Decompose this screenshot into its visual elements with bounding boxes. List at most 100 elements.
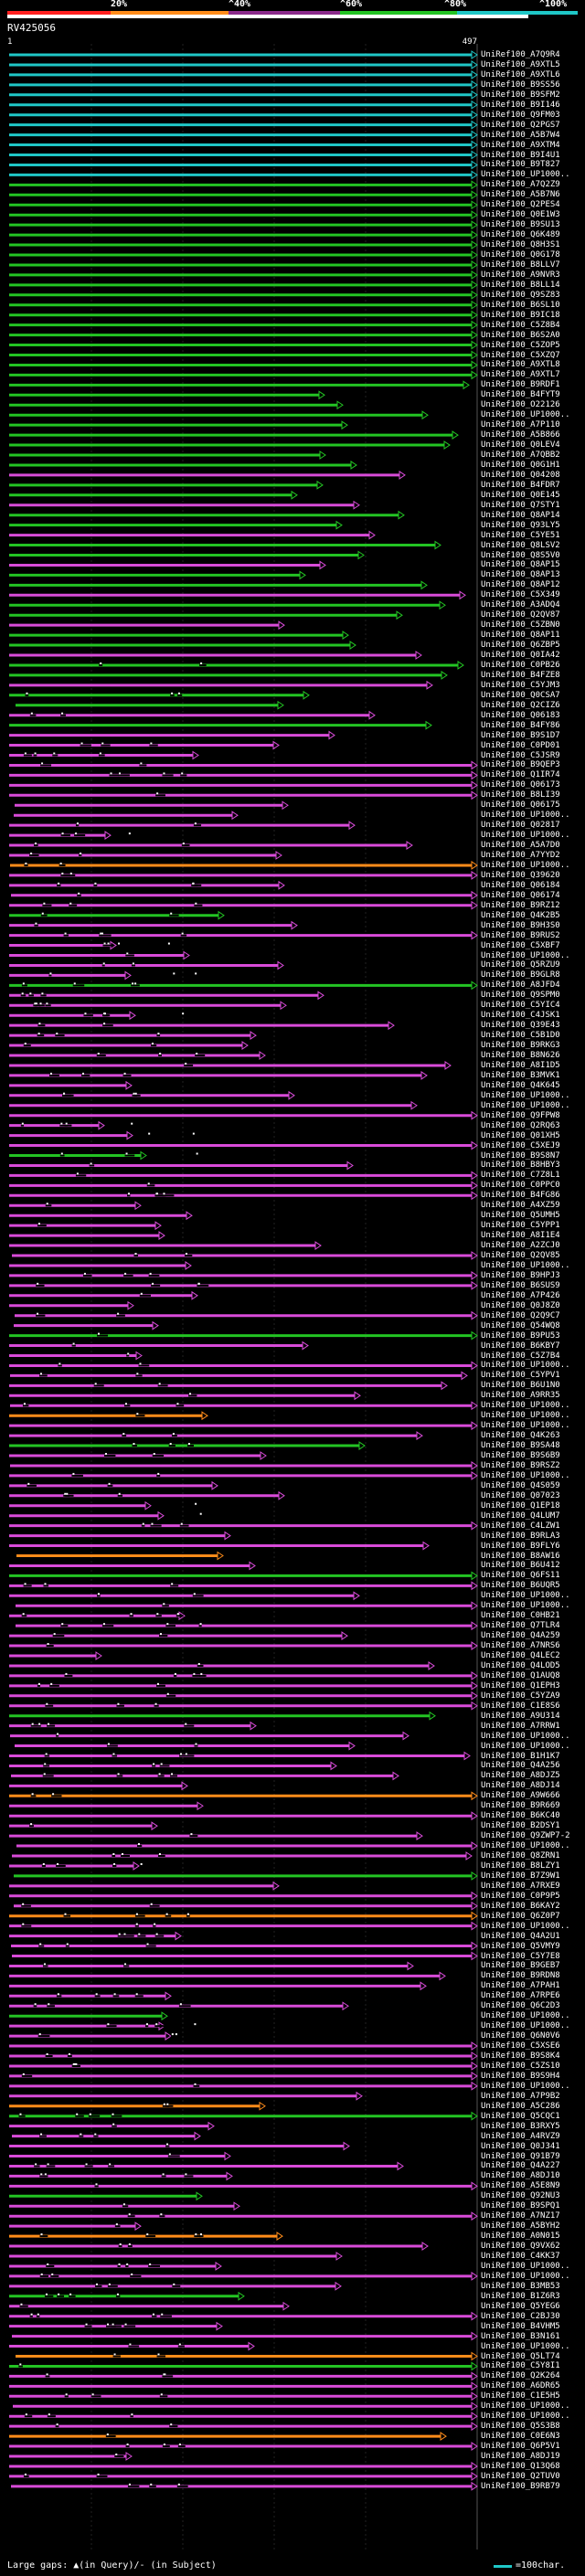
hit-label[interactable]: UniRef100_B9PU53 — [481, 1330, 560, 1341]
hit-label[interactable]: UniRef100_UP1000.. — [481, 811, 570, 821]
hit-label[interactable]: UniRef100_C4KK37 — [481, 2252, 560, 2261]
hit-label[interactable]: UniRef100_A7NZ17 — [481, 2211, 560, 2221]
hit-label[interactable]: UniRef100_Q06173 — [481, 780, 560, 790]
hit-label[interactable]: UniRef100_UP1000.. — [481, 860, 570, 870]
hit-label[interactable]: UniRef100_Q5YEG6 — [481, 2301, 560, 2311]
hit-label[interactable]: UniRef100_Q4A256 — [481, 1761, 560, 1771]
hit-label[interactable]: UniRef100_B9GEB7 — [481, 1961, 560, 1971]
hit-label[interactable]: UniRef100_UP1000.. — [481, 1470, 570, 1480]
hit-label[interactable]: UniRef100_C5YZA9 — [481, 1691, 560, 1701]
hit-label[interactable]: UniRef100_Q2RQ63 — [481, 1120, 560, 1130]
hit-label[interactable]: UniRef100_Q0LEV4 — [481, 440, 560, 451]
hit-label[interactable]: UniRef100_Q4LOD5 — [481, 1660, 560, 1670]
hit-label[interactable]: UniRef100_Q92NU3 — [481, 2191, 560, 2201]
hit-label[interactable]: UniRef100_Q2TUV0 — [481, 2471, 560, 2481]
hit-label[interactable]: UniRef100_C5YPV1 — [481, 1371, 560, 1381]
hit-label[interactable]: UniRef100_B9HPJ3 — [481, 1270, 560, 1280]
hit-label[interactable]: UniRef100_Q5LT74 — [481, 2351, 560, 2361]
hit-label[interactable]: UniRef100_Q8LSV2 — [481, 540, 560, 550]
hit-label[interactable]: UniRef100_A7NRS6 — [481, 1641, 560, 1651]
hit-label[interactable]: UniRef100_B8N626 — [481, 1051, 560, 1060]
hit-label[interactable]: UniRef100_B9SA48 — [481, 1441, 560, 1451]
hit-label[interactable]: UniRef100_B9FLY6 — [481, 1541, 560, 1551]
hit-label[interactable]: UniRef100_A9NVR3 — [481, 270, 560, 280]
hit-label[interactable]: UniRef100_Q8AP12 — [481, 580, 560, 590]
hit-label[interactable]: UniRef100_Q02817 — [481, 821, 560, 831]
hit-label[interactable]: UniRef100_B6S2A0 — [481, 330, 560, 340]
hit-label[interactable]: UniRef100_UP1000.. — [481, 1401, 570, 1411]
hit-label[interactable]: UniRef100_Q6Z0P7 — [481, 1911, 560, 1921]
hit-label[interactable]: UniRef100_Q1AUQ8 — [481, 1670, 560, 1680]
hit-label[interactable]: UniRef100_Q8S5V0 — [481, 550, 560, 560]
hit-label[interactable]: UniRef100_Q54WQ8 — [481, 1320, 560, 1330]
hit-label[interactable]: UniRef100_UP1000.. — [481, 1421, 570, 1431]
hit-label[interactable]: UniRef100_A7RXE9 — [481, 1881, 560, 1891]
hit-label[interactable]: UniRef100_Q0E145 — [481, 490, 560, 500]
hit-label[interactable]: UniRef100_A7P9B2 — [481, 2091, 560, 2101]
hit-label[interactable]: UniRef100_Q6C2D3 — [481, 2001, 560, 2011]
hit-label[interactable]: UniRef100_Q8H3S1 — [481, 240, 560, 250]
hit-label[interactable]: UniRef100_Q39620 — [481, 870, 560, 880]
hit-label[interactable]: UniRef100_B3N161 — [481, 2331, 560, 2341]
hit-label[interactable]: UniRef100_A4RVZ9 — [481, 2131, 560, 2141]
hit-label[interactable]: UniRef100_C5Z8B4 — [481, 320, 560, 330]
hit-label[interactable]: UniRef100_C0P9P5 — [481, 1891, 560, 1901]
hit-label[interactable]: UniRef100_B6U1N0 — [481, 1381, 560, 1391]
hit-label[interactable]: UniRef100_C5YE51 — [481, 530, 560, 540]
hit-label[interactable]: UniRef100_B9H3S0 — [481, 920, 560, 930]
hit-label[interactable]: UniRef100_A7P426 — [481, 1290, 560, 1300]
hit-label[interactable]: UniRef100_Q06183 — [481, 710, 560, 720]
hit-label[interactable]: UniRef100_Q2CIZ6 — [481, 700, 560, 710]
hit-label[interactable]: UniRef100_A5B7W4 — [481, 130, 560, 140]
hit-label[interactable]: UniRef100_Q0IA42 — [481, 651, 560, 660]
hit-label[interactable]: UniRef100_A8DJ14 — [481, 1781, 560, 1791]
hit-label[interactable]: UniRef100_A9RR35 — [481, 1391, 560, 1401]
hit-label[interactable]: UniRef100_Q9VX62 — [481, 2242, 560, 2252]
hit-label[interactable]: UniRef100_C1E5H5 — [481, 2391, 560, 2401]
hit-label[interactable]: UniRef100_A3ADQ4 — [481, 600, 560, 610]
hit-label[interactable]: UniRef100_B9S1D7 — [481, 730, 560, 740]
hit-label[interactable]: UniRef100_UP1000.. — [481, 170, 570, 180]
hit-label[interactable]: UniRef100_Q2Q9C7 — [481, 1310, 560, 1320]
hit-label[interactable]: UniRef100_A8I1E4 — [481, 1231, 560, 1241]
hit-label[interactable]: UniRef100_A7PAH1 — [481, 1981, 560, 1991]
hit-label[interactable]: UniRef100_B9RDF1 — [481, 380, 560, 390]
hit-label[interactable]: UniRef100_B6KBY7 — [481, 1341, 560, 1351]
hit-label[interactable]: UniRef100_UP1000.. — [481, 1090, 570, 1100]
hit-label[interactable]: UniRef100_Q4A259 — [481, 1631, 560, 1641]
hit-label[interactable]: UniRef100_Q13Q68 — [481, 2461, 560, 2471]
hit-label[interactable]: UniRef100_B9S9H4 — [481, 2071, 560, 2081]
hit-label[interactable]: UniRef100_B4VHM5 — [481, 2321, 560, 2331]
hit-label[interactable]: UniRef100_UP1000.. — [481, 2081, 570, 2091]
hit-label[interactable]: UniRef100_B9RLA3 — [481, 1531, 560, 1541]
hit-label[interactable]: UniRef100_C5Y8I1 — [481, 2361, 560, 2371]
hit-label[interactable]: UniRef100_B6KAY2 — [481, 1901, 560, 1911]
hit-label[interactable]: UniRef100_B9RKG3 — [481, 1041, 560, 1051]
hit-label[interactable]: UniRef100_B1H1K7 — [481, 1751, 560, 1761]
hit-label[interactable]: UniRef100_Q91B79 — [481, 2151, 560, 2161]
hit-label[interactable]: UniRef100_Q06184 — [481, 880, 560, 890]
hit-label[interactable]: UniRef100_C1E8S6 — [481, 1701, 560, 1711]
hit-label[interactable]: UniRef100_A7RRW1 — [481, 1721, 560, 1731]
hit-label[interactable]: UniRef100_Q9FPW8 — [481, 1110, 560, 1120]
hit-label[interactable]: UniRef100_A9XTM4 — [481, 140, 560, 150]
hit-label[interactable]: UniRef100_B3RXY5 — [481, 2121, 560, 2131]
hit-label[interactable]: UniRef100_B6SUS9 — [481, 1280, 560, 1290]
hit-label[interactable]: UniRef100_Q6K489 — [481, 230, 560, 240]
hit-label[interactable]: UniRef100_B1Z6R3 — [481, 2291, 560, 2301]
hit-label[interactable]: UniRef100_B8LL14 — [481, 280, 560, 290]
hit-label[interactable]: UniRef100_A7YYD2 — [481, 851, 560, 860]
hit-label[interactable]: UniRef100_UP1000.. — [481, 1260, 570, 1270]
hit-label[interactable]: UniRef100_B8HBY3 — [481, 1161, 560, 1171]
hit-label[interactable]: UniRef100_Q1EPH3 — [481, 1680, 560, 1691]
hit-label[interactable]: UniRef100_C5XZQ7 — [481, 350, 560, 360]
hit-label[interactable]: UniRef100_UP1000.. — [481, 1601, 570, 1611]
hit-label[interactable]: UniRef100_B6UQR5 — [481, 1581, 560, 1591]
hit-label[interactable]: UniRef100_Q2PGS7 — [481, 120, 560, 130]
hit-label[interactable]: UniRef100_Q8AP11 — [481, 631, 560, 641]
hit-label[interactable]: UniRef100_Q5S3B8 — [481, 2422, 560, 2432]
hit-label[interactable]: UniRef100_C5B1D0 — [481, 1031, 560, 1041]
hit-label[interactable]: UniRef100_A8DJ19 — [481, 2452, 560, 2461]
hit-label[interactable]: UniRef100_Q9FM03 — [481, 110, 560, 120]
hit-label[interactable]: UniRef100_C0PPC0 — [481, 1181, 560, 1191]
